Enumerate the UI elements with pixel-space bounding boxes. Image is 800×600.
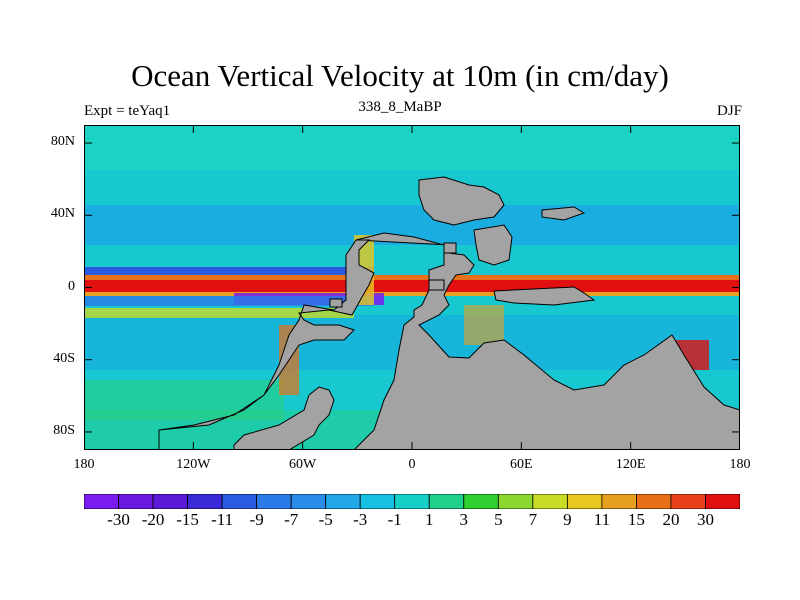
colorbar-label: 3	[459, 510, 469, 529]
colorbar-label: 30	[696, 510, 714, 529]
colorbar-swatch	[359, 494, 396, 509]
colorbar-label: 7	[528, 510, 538, 529]
land-south-west-arc	[158, 239, 375, 450]
colorbar-swatch	[705, 494, 740, 509]
equator-blue-band-south	[84, 296, 374, 306]
land-small-isle-3	[428, 279, 445, 291]
colorbar-swatch	[187, 494, 223, 509]
ocean-band-south-mid	[84, 380, 284, 420]
colorbar-swatch	[118, 494, 154, 509]
colorbar-swatch	[428, 494, 465, 509]
lon-label: 180	[729, 457, 751, 472]
land-south-peninsula	[233, 386, 335, 450]
colorbar-swatch	[84, 494, 119, 509]
lat-label: 80N	[50, 134, 75, 150]
colorbar-label: 20	[662, 510, 680, 529]
colorbar-label: -9	[249, 510, 264, 529]
colorbar-label: 5	[494, 510, 503, 529]
colorbar-swatch	[566, 494, 603, 509]
lon-label: 0	[408, 457, 416, 472]
equator-blue-band-north	[84, 267, 374, 275]
colorbar-label: -5	[318, 510, 333, 529]
equator-orange-band	[84, 275, 740, 281]
colorbar-swatch	[152, 494, 188, 509]
colorbar-swatch	[532, 494, 568, 509]
colorbar-label: 1	[425, 510, 434, 529]
colorbar-swatch	[497, 494, 534, 509]
colorbar-label: -30	[107, 510, 130, 529]
land-masses	[158, 176, 740, 450]
colorbar-label: 9	[563, 510, 572, 529]
equator-red-band	[84, 280, 740, 293]
colorbar-swatch	[325, 494, 361, 509]
colorbar-label: -1	[387, 510, 402, 529]
colorbar-swatch	[636, 494, 672, 509]
lon-label: 120E	[615, 457, 646, 472]
colorbar-label: -15	[176, 510, 199, 529]
experiment-label: Expt = teYaq1	[84, 103, 171, 119]
lon-label: 180	[73, 457, 95, 472]
subtropical-yellow-band	[84, 308, 354, 318]
lat-label: 0	[68, 278, 75, 294]
land-equator-strip	[493, 286, 596, 306]
land-east-block	[473, 224, 513, 266]
colorbar-label: -3	[353, 510, 368, 529]
land-central	[353, 232, 740, 450]
colorbar	[84, 494, 740, 509]
land-north-island	[541, 206, 586, 221]
colorbar-swatch	[670, 494, 706, 509]
map-ticks	[84, 125, 740, 450]
season-label: DJF	[716, 103, 742, 119]
colorbar-swatch	[394, 494, 430, 509]
land-north-block	[418, 176, 505, 226]
colorbar-label: -7	[284, 510, 299, 529]
lon-label: 60E	[510, 457, 533, 472]
colorbar-label: 15	[627, 510, 645, 529]
colorbar-swatch	[463, 494, 499, 509]
colorbar-label: -20	[141, 510, 165, 529]
land-small-isle-1	[329, 298, 343, 308]
lat-label: 40N	[50, 206, 75, 222]
land-small-isle-2	[443, 242, 457, 254]
lon-label: 60W	[289, 457, 317, 472]
plot-title: Ocean Vertical Velocity at 10m (in cm/da…	[131, 58, 669, 93]
colorbar-swatch	[290, 494, 327, 509]
coastal-upwelling-4	[464, 305, 504, 345]
colorbar-label: 11	[593, 510, 611, 529]
equator-orange-band-south	[84, 292, 740, 296]
lat-label: 40S	[53, 350, 75, 366]
colorbar-label: -11	[211, 510, 234, 529]
colorbar-swatch	[256, 494, 292, 509]
lat-label: 80S	[53, 422, 75, 438]
colorbar-swatch	[221, 494, 258, 509]
ocean-velocity-map	[84, 125, 740, 450]
period-label: 338_8_MaBP	[358, 99, 442, 115]
lon-label: 120W	[176, 457, 211, 472]
colorbar-swatch	[601, 494, 637, 509]
